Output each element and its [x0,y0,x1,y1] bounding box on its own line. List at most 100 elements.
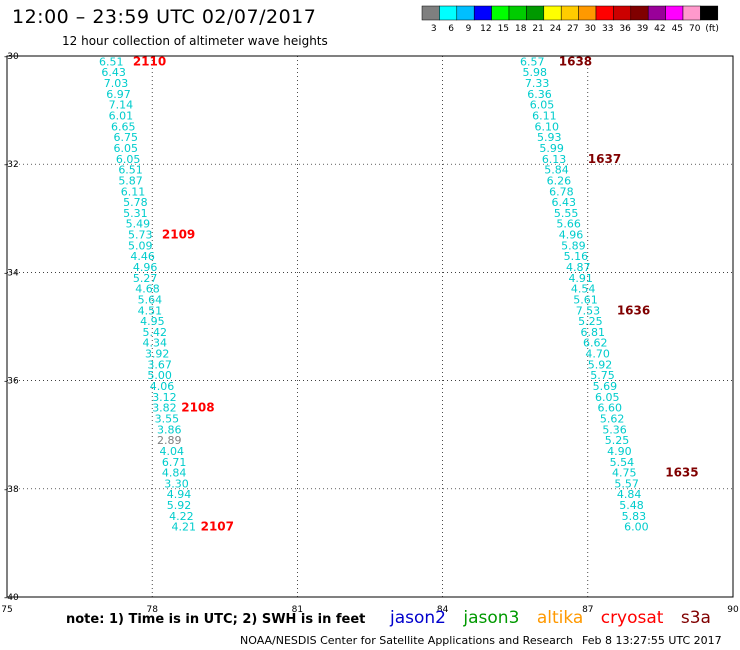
swh-value: 6.01 [109,110,134,123]
swh-value: 6.78 [549,185,574,198]
swh-value: 4.90 [607,445,632,458]
colorbar-label: 6 [448,24,454,34]
colorbar-label: 21 [532,24,543,34]
swh-value: 5.98 [522,66,547,79]
colorbar-swatch [421,5,440,21]
y-tick-label: -34 [4,268,19,278]
swh-value: 6.97 [106,88,131,101]
swh-value: 4.75 [612,467,637,480]
colorbar-label: 24 [550,24,562,34]
swh-value: 4.84 [617,488,642,501]
colorbar-swatch [456,5,475,21]
colorbar-label: 18 [515,24,527,34]
swh-value: 3.82 [152,402,177,415]
colorbar-label: 36 [619,24,631,34]
colorbar-label: 70 [689,24,701,34]
swh-value: 3.67 [147,358,172,371]
swh-value: 5.48 [619,499,644,512]
time-label: 2109 [162,228,195,242]
colorbar-label: (ft) [705,24,719,34]
swh-value: 3.92 [145,348,170,361]
swh-value: 6.51 [99,55,124,68]
swh-value: 6.05 [113,142,138,155]
swh-value: 7.03 [104,77,129,90]
swh-value: 6.43 [101,66,126,79]
swh-value: 6.11 [121,185,145,198]
time-label: 2107 [201,520,234,534]
colorbar-swatch [473,5,492,21]
colorbar-label: 3 [431,24,437,34]
x-tick-label: 78 [146,605,158,615]
swh-value: 5.42 [143,326,168,339]
y-tick-label: -36 [4,377,19,387]
swh-value: 6.71 [162,456,187,469]
swh-value: 5.36 [602,423,627,436]
swh-value: 5.55 [554,207,579,220]
swh-value: 5.75 [590,369,615,382]
swh-value: 2.89 [157,434,182,447]
swh-value: 6.65 [111,120,136,133]
plot-frame [6,55,734,598]
swh-value: 3.30 [164,477,189,490]
swh-value: 4.34 [143,337,168,350]
legend-s3a: s3a [680,608,711,628]
swh-value: 6.10 [535,120,560,133]
colorbar-swatch [630,5,649,21]
x-tick-label: 84 [437,605,449,615]
swh-value: 4.54 [571,283,596,296]
credit-text: NOAA/NESDIS Center for Satellite Applica… [240,634,574,647]
satellite-legend: jason2 jason3 altika cryosat s3a [390,608,723,628]
note-text: note: 1) Time is in UTC; 2) SWH is in fe… [66,612,366,627]
swh-value: 5.73 [128,229,153,242]
swh-value: 5.49 [126,218,151,231]
colorbar-label: 39 [637,24,649,34]
swh-value: 5.93 [537,131,562,144]
swh-value: 7.33 [525,77,550,90]
swh-value: 5.66 [556,218,581,231]
swh-value: 6.05 [530,99,555,112]
swh-value: 6.13 [542,153,567,166]
swh-value: 6.81 [581,326,606,339]
time-label: 1638 [559,54,592,68]
legend-cryosat: cryosat [600,608,664,628]
swh-value: 5.92 [167,499,192,512]
colorbar-swatch [560,5,579,21]
x-tick-label: 81 [292,605,303,615]
legend-altika: altika [536,608,584,628]
x-tick-label: 90 [727,605,739,615]
swh-value: 6.00 [624,521,649,534]
colorbar-swatch [682,5,701,21]
colorbar-swatch [578,5,597,21]
swh-value: 4.95 [140,315,165,328]
swh-value: 5.99 [539,142,564,155]
swh-value: 5.00 [147,369,172,382]
y-tick-label: -40 [4,593,19,603]
swh-value: 3.55 [155,412,180,425]
colorbar-swatch [700,5,719,21]
swh-value: 5.25 [578,315,603,328]
colorbar-label: 27 [567,24,578,34]
colorbar-swatch [665,5,684,21]
swh-value: 5.31 [123,207,148,220]
y-tick-label: -38 [4,485,19,495]
swh-value: 5.69 [593,380,618,393]
swh-value: 7.14 [109,99,134,112]
colorbar-swatch [491,5,510,21]
generated-timestamp: Feb 8 13:27:55 UTC 2017 [582,634,722,647]
x-tick-label: 87 [582,605,593,615]
colorbar-swatch [647,5,666,21]
swh-value: 5.09 [128,239,153,252]
swh-value: 5.89 [561,239,586,252]
colorbar-label: 15 [498,24,509,34]
swh-value: 5.92 [588,358,613,371]
colorbar-label: 30 [585,24,597,34]
swh-value: 5.64 [138,293,163,306]
grid [6,55,734,598]
swh-value: 4.96 [133,261,158,274]
swh-value: 4.91 [568,272,593,285]
legend-jason3: jason3 [463,608,520,628]
colorbar-swatch [595,5,614,21]
time-label: 1637 [588,152,621,166]
swh-value: 4.46 [130,250,155,263]
swh-value: 5.57 [614,477,639,490]
